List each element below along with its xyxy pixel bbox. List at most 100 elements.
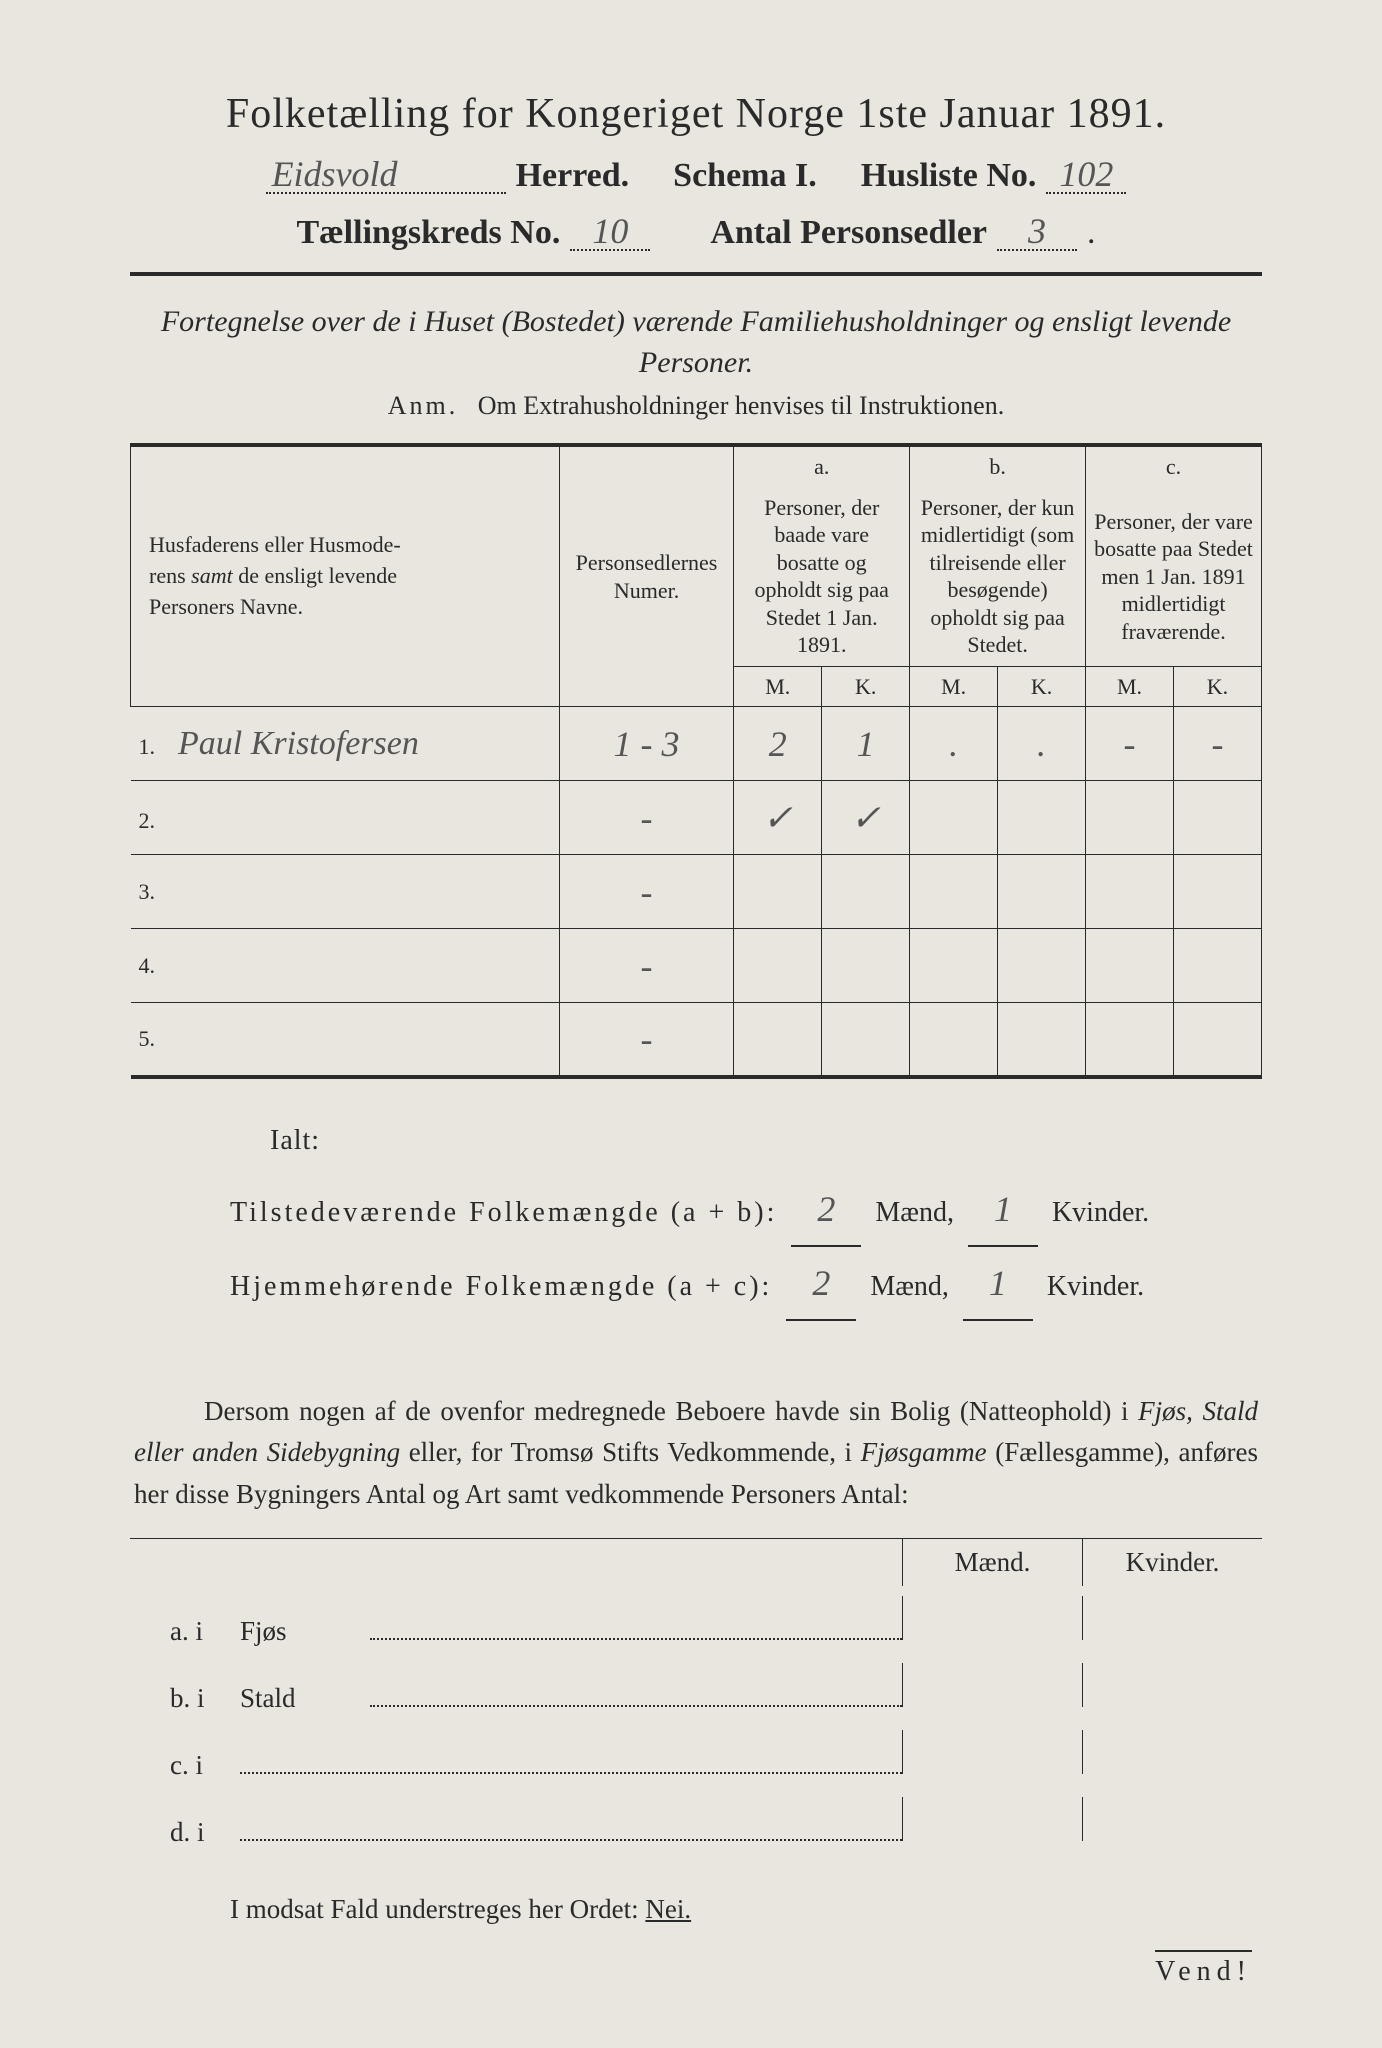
outbuilding-paragraph: Dersom nogen af de ovenfor medregnede Be…	[130, 1391, 1262, 1517]
cell-bM	[910, 781, 998, 855]
vend-label: Vend!	[1155, 1950, 1252, 1988]
th-c-k: K.	[1173, 667, 1261, 707]
mini-lab: b. i	[170, 1683, 240, 1714]
cell-cM: -	[1086, 707, 1174, 781]
page-title: Folketælling for Kongeriget Norge 1ste J…	[130, 90, 1262, 138]
mini-lab: d. i	[170, 1817, 240, 1848]
mini-word: Stald	[240, 1683, 370, 1714]
mini-cell-m	[902, 1730, 1082, 1774]
resident-kvinder: 1	[963, 1247, 1033, 1321]
schema-label: Schema I.	[673, 157, 817, 195]
th-a-k: K.	[822, 667, 910, 707]
mini-cell-k	[1082, 1663, 1262, 1707]
th-a-title: a.	[734, 445, 910, 487]
th-c-m: M.	[1086, 667, 1174, 707]
mini-cell-m	[902, 1797, 1082, 1841]
mini-cell-m	[902, 1663, 1082, 1707]
kvinder-label: Kvinder.	[1052, 1185, 1149, 1241]
present-label: Tilstedeværende Folkemængde (a + b):	[230, 1185, 777, 1241]
kvinder-label: Kvinder.	[1047, 1259, 1144, 1315]
th-name: Husfaderens eller Husmode-rens samt de e…	[131, 445, 560, 707]
table-row: 3. -	[131, 855, 1262, 929]
cell-cM	[1086, 781, 1174, 855]
cell-bK: .	[998, 707, 1086, 781]
header-line-3: Tællingskreds No. 10 Antal Personsedler …	[130, 213, 1262, 252]
mini-cell-k	[1082, 1596, 1262, 1640]
mini-lab: a. i	[170, 1616, 240, 1647]
table-row: 1. Paul Kristofersen 1 - 3 2 1 . . - -	[131, 707, 1262, 781]
mini-lab: c. i	[170, 1750, 240, 1781]
th-a-m: M.	[734, 667, 822, 707]
cell-aM: 2	[734, 707, 822, 781]
subtitle: Fortegnelse over de i Huset (Bostedet) v…	[130, 302, 1262, 383]
mini-cell-k	[1082, 1730, 1262, 1774]
row-num: 3.	[139, 879, 169, 905]
kreds-label: Tællingskreds No.	[296, 214, 560, 252]
nei-word: Nei.	[645, 1894, 691, 1924]
th-b-title: b.	[910, 445, 1086, 487]
totals-block: Ialt: Tilstedeværende Folkemængde (a + b…	[130, 1113, 1262, 1321]
mini-row: c. i	[130, 1720, 1262, 1787]
mini-word: Fjøs	[240, 1616, 370, 1647]
row-name	[169, 799, 173, 836]
mini-row: b. i Stald	[130, 1653, 1262, 1720]
maend-label: Mænd,	[870, 1259, 949, 1315]
th-a-text: Personer, der baade vare bosatte og opho…	[734, 487, 910, 667]
mini-row: a. i Fjøs	[130, 1586, 1262, 1653]
row-num: 2.	[139, 808, 169, 834]
cell-bM: .	[910, 707, 998, 781]
kreds-field: 10	[570, 213, 650, 251]
th-b-text: Personer, der kun midlertidigt (som tilr…	[910, 487, 1086, 667]
nei-line: I modsat Fald understreges her Ordet: Ne…	[130, 1894, 1262, 1925]
row-num: 5.	[139, 1026, 169, 1052]
husliste-label: Husliste No.	[861, 157, 1037, 195]
outbuilding-table: Mænd. Kvinder. a. i Fjøs b. i Stald c. i…	[130, 1538, 1262, 1854]
table-row: 2. - ✓ ✓	[131, 781, 1262, 855]
anm-line: Anm. Om Extrahusholdninger henvises til …	[130, 391, 1262, 421]
anm-text: Om Extrahusholdninger henvises til Instr…	[478, 391, 1004, 420]
th-c-text: Personer, der vare bosatte paa Stedet me…	[1086, 487, 1262, 667]
mini-header: Mænd. Kvinder.	[130, 1538, 1262, 1586]
th-c-title: c.	[1086, 445, 1262, 487]
row-num: 4.	[139, 953, 169, 979]
cell-aK: ✓	[822, 781, 910, 855]
antal-label: Antal Personsedler	[710, 214, 987, 252]
table-row: 5. -	[131, 1003, 1262, 1077]
resident-label: Hjemmehørende Folkemængde (a + c):	[230, 1259, 772, 1315]
totals-row-present: Tilstedeværende Folkemængde (a + b): 2 M…	[230, 1173, 1262, 1247]
present-kvinder: 1	[968, 1173, 1038, 1247]
header-line-2: Eidsvold Herred. Schema I. Husliste No. …	[130, 156, 1262, 195]
dotted-line	[370, 1622, 902, 1640]
row-personnum: -	[559, 781, 734, 855]
husliste-field: 102	[1046, 156, 1126, 194]
header-rule	[130, 272, 1262, 276]
herred-label: Herred.	[516, 157, 630, 195]
maend-label: Mænd,	[875, 1185, 954, 1241]
table-row: 4. -	[131, 929, 1262, 1003]
mini-cell-m	[902, 1596, 1082, 1640]
dotted-line	[370, 1689, 902, 1707]
row-personnum: 1 - 3	[559, 707, 734, 781]
row-num: 1.	[139, 734, 169, 760]
cell-bK	[998, 781, 1086, 855]
nei-prefix: I modsat Fald understreges her Ordet:	[230, 1894, 639, 1924]
row-personnum: -	[559, 855, 734, 929]
dotted-line	[240, 1823, 902, 1841]
mini-cell-k	[1082, 1797, 1262, 1841]
row-name: Paul Kristofersen	[174, 725, 419, 762]
mini-th-maend: Mænd.	[902, 1539, 1082, 1586]
mini-row: d. i	[130, 1787, 1262, 1854]
row-personnum: -	[559, 1003, 734, 1077]
cell-aK: 1	[822, 707, 910, 781]
resident-maend: 2	[786, 1247, 856, 1321]
antal-field: 3	[997, 213, 1077, 251]
cell-cK: -	[1173, 707, 1261, 781]
th-num: Personsedlernes Numer.	[559, 445, 734, 707]
row-personnum: -	[559, 929, 734, 1003]
anm-lead: Anm.	[388, 391, 459, 420]
present-maend: 2	[791, 1173, 861, 1247]
cell-cK	[1173, 781, 1261, 855]
dotted-line	[240, 1756, 902, 1774]
ialt-label: Ialt:	[270, 1113, 1262, 1169]
census-table: Husfaderens eller Husmode-rens samt de e…	[130, 443, 1262, 1079]
